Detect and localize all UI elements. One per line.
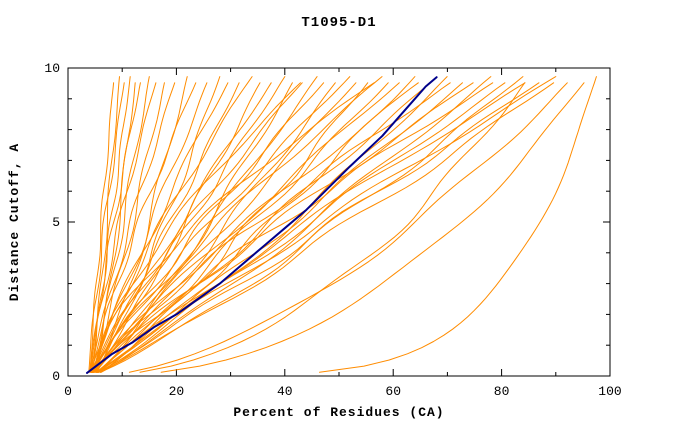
highlight-curve xyxy=(86,76,438,374)
model-curve xyxy=(91,82,303,373)
y-tick-label: 5 xyxy=(52,215,60,230)
model-curves-group xyxy=(86,76,597,374)
axis-tick-labels: 0 20 40 60 80 100 0 5 10 xyxy=(44,61,621,399)
model-curve xyxy=(89,82,176,373)
model-curve xyxy=(99,82,369,373)
model-curve xyxy=(91,82,240,373)
model-curve xyxy=(319,76,597,373)
model-curve xyxy=(95,82,432,373)
x-tick-label: 20 xyxy=(169,384,185,399)
model-curve xyxy=(128,82,568,373)
model-curve xyxy=(92,76,351,373)
y-tick-label: 10 xyxy=(44,61,60,76)
model-curve xyxy=(99,76,416,373)
model-curve xyxy=(97,82,506,373)
model-curve xyxy=(139,82,526,373)
model-curve xyxy=(97,82,526,373)
model-curve xyxy=(96,82,389,373)
model-curve xyxy=(96,76,557,373)
model-curve xyxy=(98,82,555,373)
model-curve xyxy=(89,82,115,373)
model-curve xyxy=(92,82,474,373)
x-tick-label: 40 xyxy=(277,384,293,399)
x-tick-label: 60 xyxy=(385,384,401,399)
chart-title: T1095-D1 xyxy=(301,15,376,31)
model-curve xyxy=(91,76,383,373)
model-curve xyxy=(90,82,157,373)
axis-ticks xyxy=(67,67,611,377)
model-curve xyxy=(97,76,448,373)
model-curve xyxy=(92,82,165,373)
model-curve xyxy=(95,76,221,373)
model-curve xyxy=(90,82,197,373)
x-tick-label: 100 xyxy=(598,384,621,399)
model-curve xyxy=(90,82,375,373)
model-curve xyxy=(91,82,325,373)
x-tick-label: 80 xyxy=(494,384,510,399)
model-curve xyxy=(160,82,585,373)
y-tick-label: 0 xyxy=(52,369,60,384)
model-curve xyxy=(90,82,208,373)
model-curve xyxy=(92,82,494,373)
model-curve xyxy=(88,82,125,373)
x-tick-label: 0 xyxy=(64,384,72,399)
model-curve xyxy=(97,82,540,373)
model-curve xyxy=(92,82,301,373)
y-axis-label: Distance Cutoff, A xyxy=(7,143,22,301)
model-curve xyxy=(91,82,400,373)
model-curve xyxy=(94,82,451,373)
x-axis-label: Percent of Residues (CA) xyxy=(233,405,444,420)
model-curve xyxy=(98,82,293,373)
model-curve xyxy=(97,82,336,373)
model-curve xyxy=(92,82,419,373)
